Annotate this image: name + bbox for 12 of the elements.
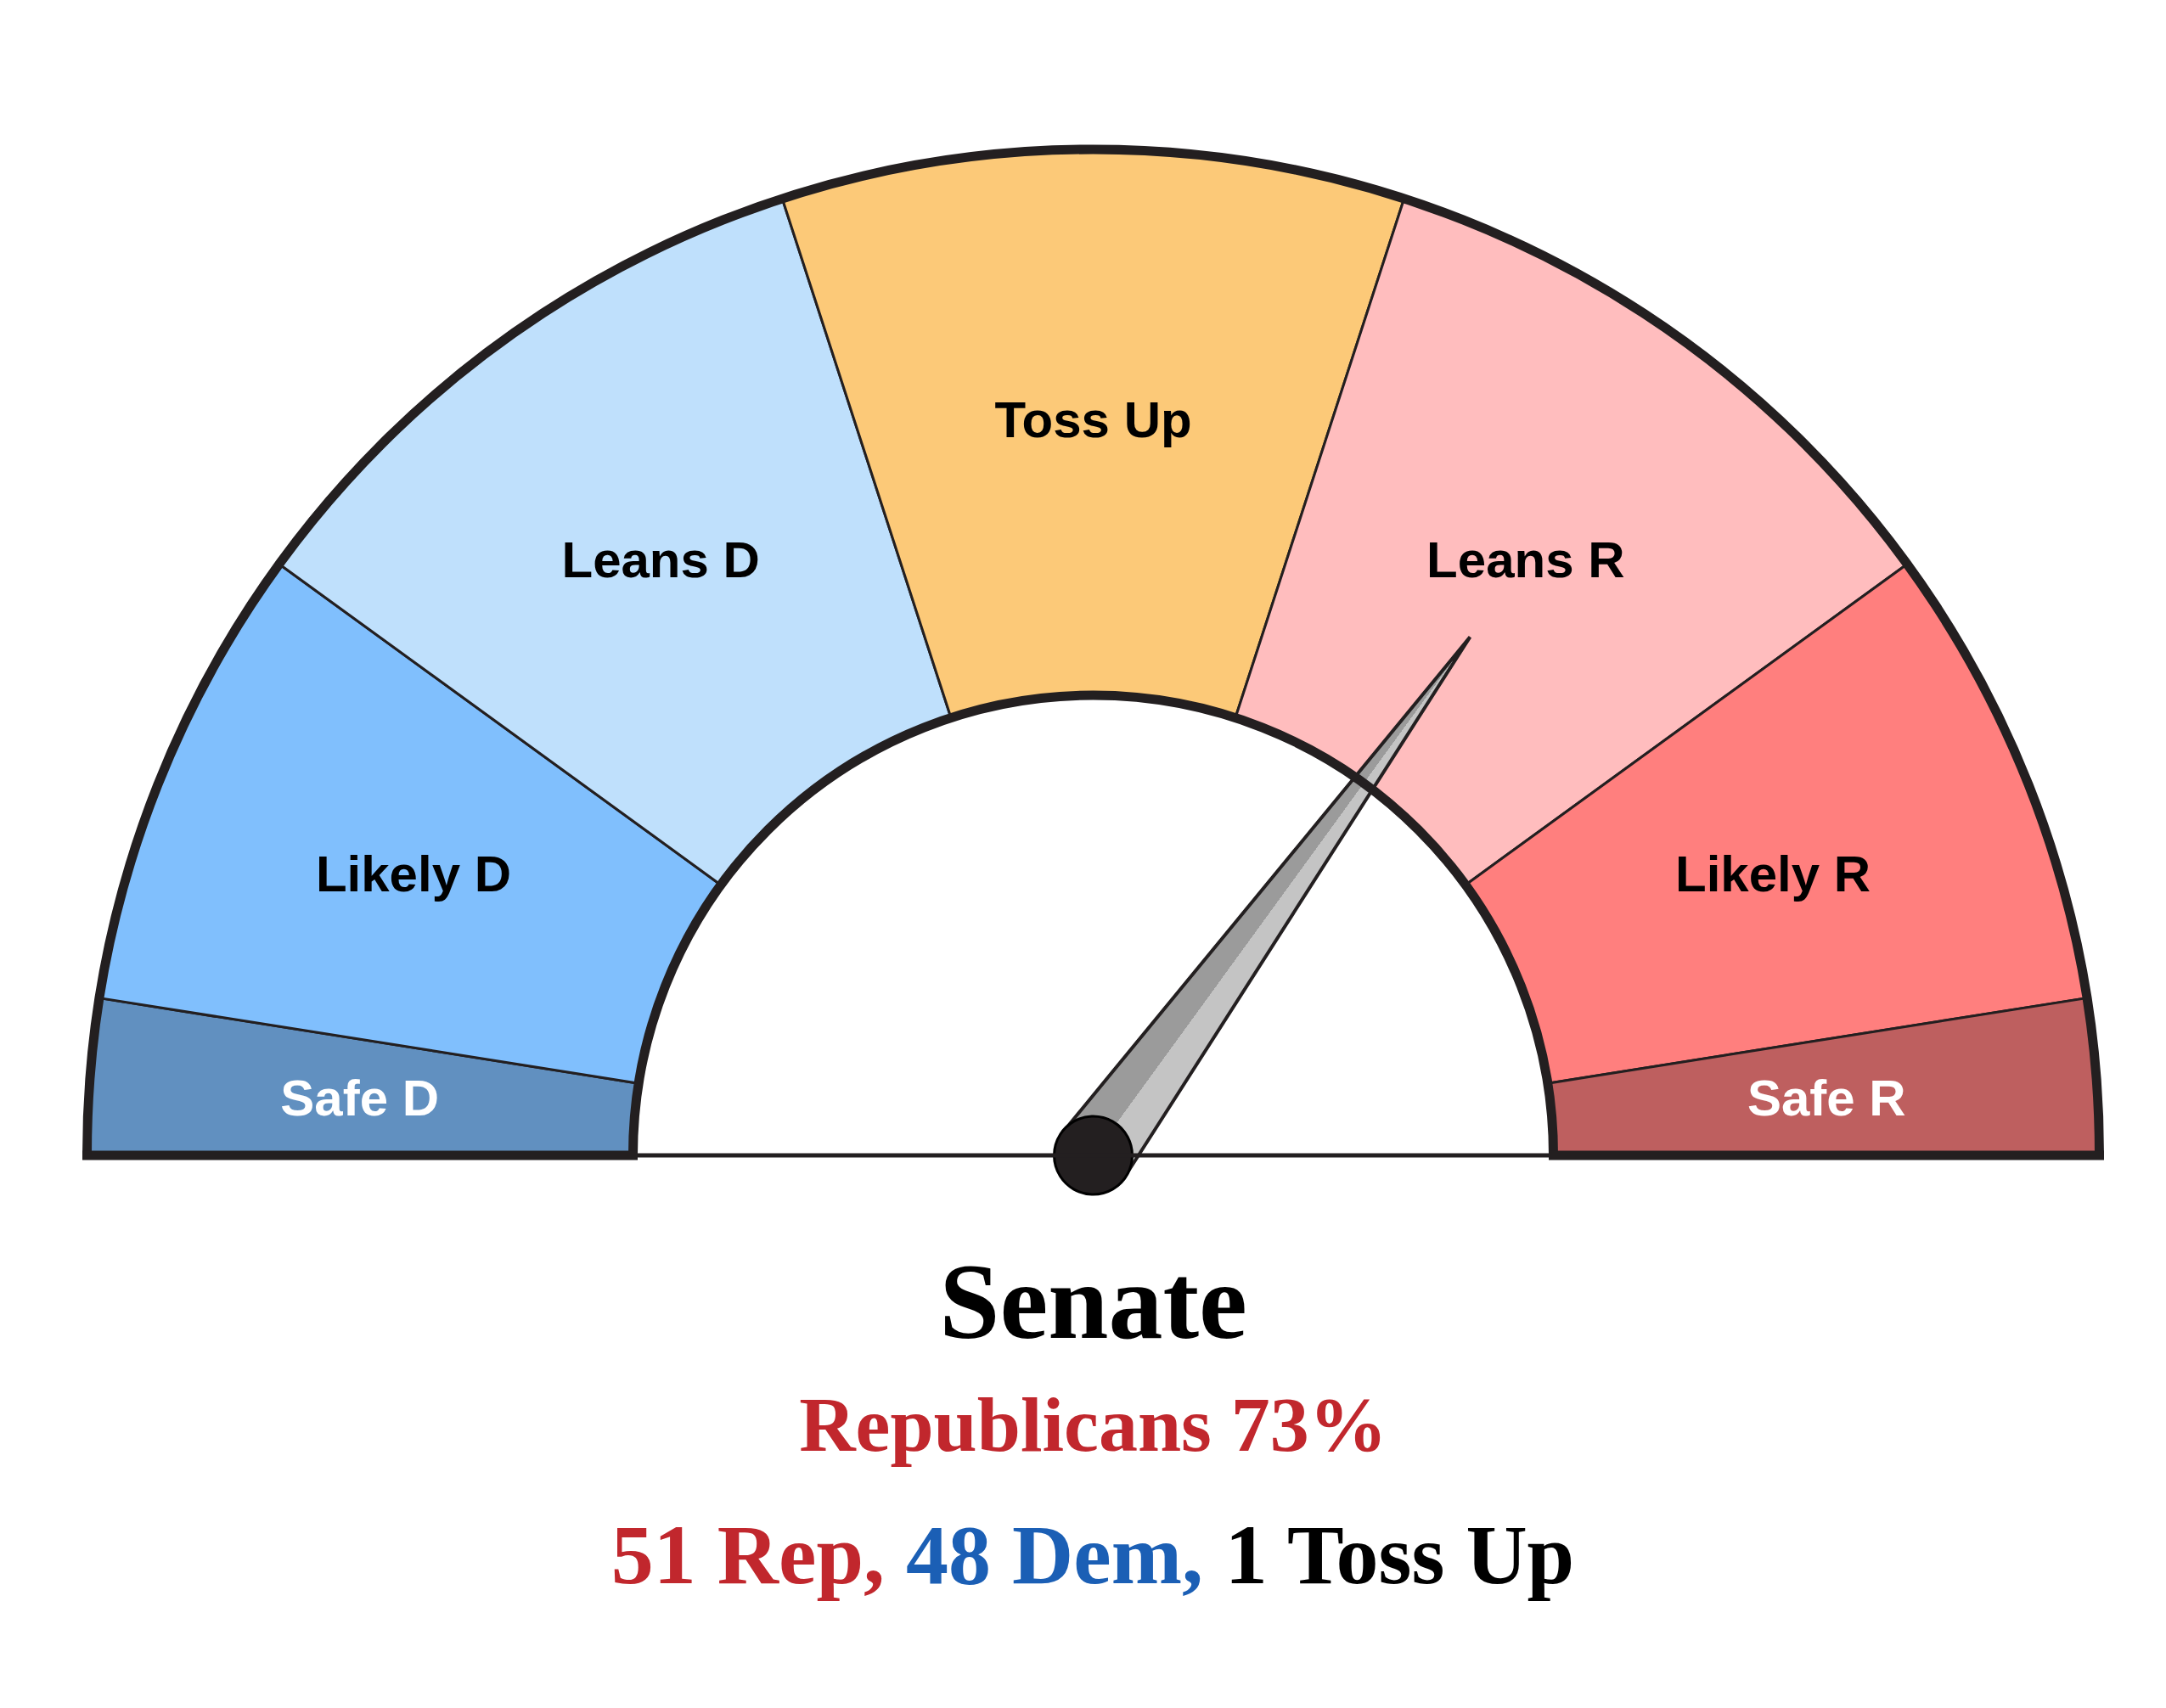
slice-label: Likely R <box>1674 845 1871 902</box>
text: 1 Toss Up <box>1224 1507 1575 1602</box>
text: Republicans 73% <box>799 1381 1387 1468</box>
text: 48 Dem, <box>906 1507 1203 1602</box>
slice-label: Safe D <box>280 1069 440 1126</box>
slice-label: Likely D <box>315 845 512 902</box>
slice-label: Safe R <box>1747 1069 1906 1126</box>
slice-label: Toss Up <box>994 391 1192 448</box>
text: 51 Rep, <box>610 1507 886 1602</box>
text: Senate <box>939 1241 1247 1362</box>
slice-label: Leans D <box>561 531 760 589</box>
slice-label: Leans R <box>1426 531 1625 589</box>
